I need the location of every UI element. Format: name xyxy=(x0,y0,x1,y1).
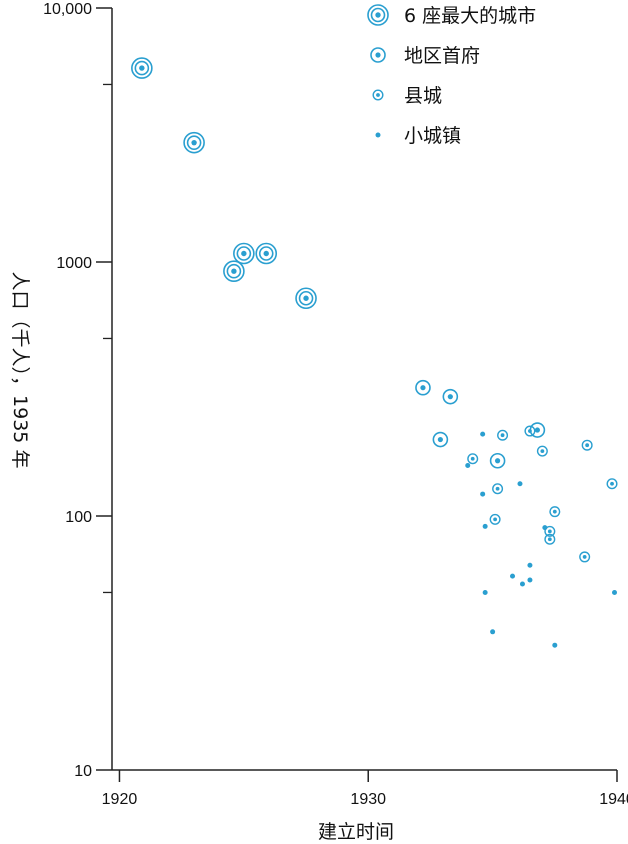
data-point-series-3 xyxy=(612,589,618,595)
data-point-series-3 xyxy=(482,589,488,595)
data-point-series-2 xyxy=(549,506,561,518)
data-point-series-2 xyxy=(544,525,556,537)
data-point-series-2 xyxy=(492,483,504,495)
x-axis-title: 建立时间 xyxy=(318,821,394,843)
data-point-series-0 xyxy=(295,287,317,310)
y-tick-label: 10,000 xyxy=(43,1,92,18)
data-point-series-2 xyxy=(579,551,591,563)
data-point-series-1 xyxy=(415,379,431,396)
data-point-series-1 xyxy=(432,431,449,448)
legend-label: 小城镇 xyxy=(404,125,461,147)
data-point-series-2 xyxy=(544,533,556,545)
data-point-series-3 xyxy=(517,481,523,487)
x-tick-label: 1940 xyxy=(599,791,628,808)
ticks: 10 100 1000 10,000 1920 1930 1940 xyxy=(43,1,628,808)
data-point-series-1 xyxy=(489,452,506,469)
data-point-series-3 xyxy=(490,629,496,635)
legend-label: 地区首府 xyxy=(404,45,480,67)
data-point-series-2 xyxy=(536,445,548,457)
legend-label: 6 座最大的城市 xyxy=(404,5,536,27)
data-point-series-3 xyxy=(480,491,486,497)
legend-marker-series-0 xyxy=(367,4,389,26)
data-point-series-3 xyxy=(552,642,558,648)
data-point-series-2 xyxy=(606,478,618,490)
data-point-series-3 xyxy=(527,562,533,568)
x-tick-label: 1920 xyxy=(102,791,138,808)
data-point-series-3 xyxy=(527,577,533,583)
data-point-series-2 xyxy=(489,513,501,525)
data-point-series-3 xyxy=(519,581,525,587)
legend-marker-series-1 xyxy=(370,47,386,63)
y-tick-label: 10 xyxy=(74,763,92,780)
data-point-series-3 xyxy=(480,431,486,437)
data-point-series-1 xyxy=(442,388,459,405)
data-point-series-3 xyxy=(542,525,548,531)
data-point-series-3 xyxy=(465,463,471,469)
data-point-series-3 xyxy=(482,523,488,529)
data-point-series-0 xyxy=(255,242,278,265)
legend-marker-series-3 xyxy=(375,132,381,138)
y-tick-label: 100 xyxy=(65,509,92,526)
data-point-series-0 xyxy=(131,57,153,79)
data-point-series-3 xyxy=(510,573,516,579)
data-point-series-2 xyxy=(497,429,509,441)
data-point-series-0 xyxy=(183,131,205,154)
data-point-series-2 xyxy=(467,453,479,465)
data-points xyxy=(131,57,618,648)
x-tick-label: 1930 xyxy=(350,791,386,808)
data-point-series-2 xyxy=(581,439,593,451)
data-point-series-0 xyxy=(233,242,255,265)
axes xyxy=(111,8,617,771)
data-point-series-0 xyxy=(223,260,245,282)
legend-label: 县城 xyxy=(404,85,442,107)
y-tick-label: 1000 xyxy=(56,255,92,272)
legend-marker-series-2 xyxy=(372,89,384,101)
data-point-series-2 xyxy=(524,425,536,437)
y-axis-title: 人口（千人），1935 年 xyxy=(9,272,31,469)
